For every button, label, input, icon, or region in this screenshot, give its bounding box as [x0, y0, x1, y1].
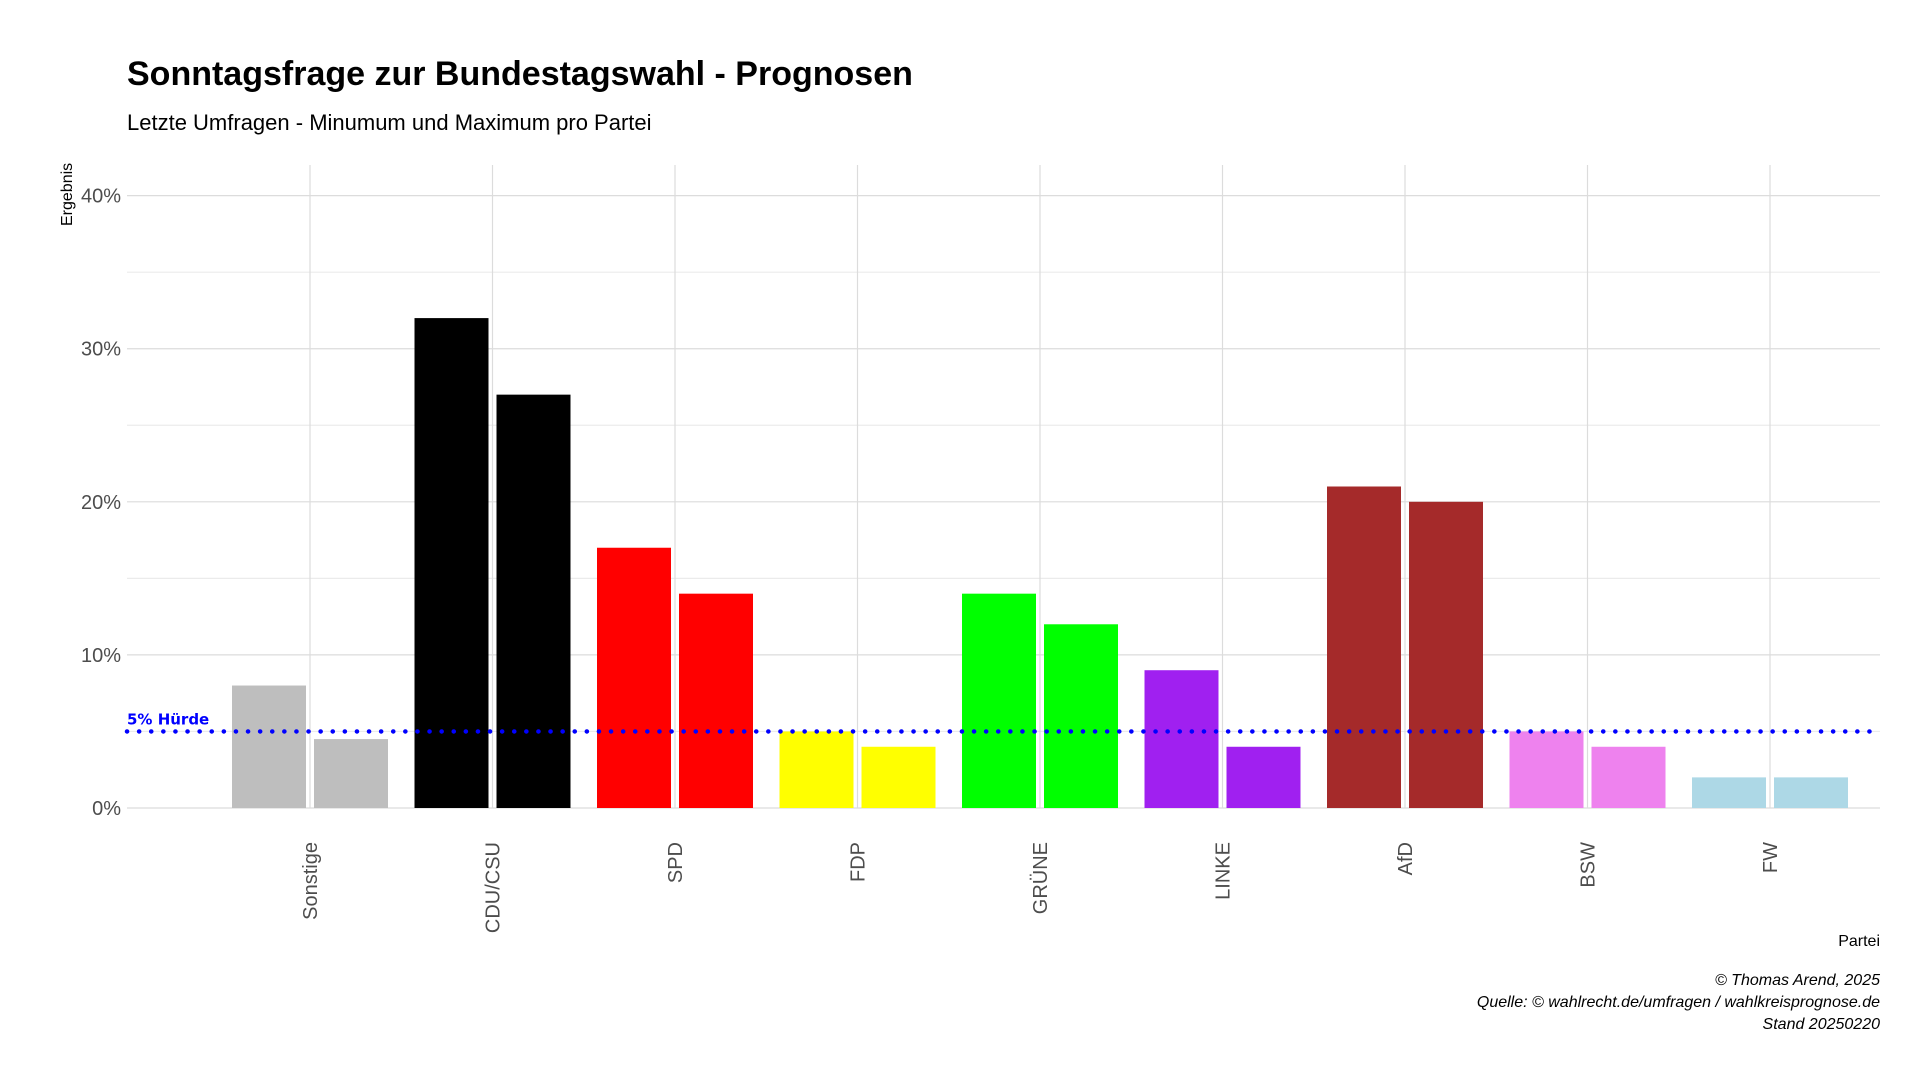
y-tick-label: 10%: [81, 645, 121, 667]
caption-date: Stand 20250220: [1763, 1016, 1881, 1033]
bar-cdu-csu-max: [414, 318, 489, 808]
y-tick-label: 40%: [81, 186, 121, 208]
y-tick-label: 0%: [92, 798, 121, 820]
x-tick-label: FDP: [848, 842, 870, 882]
threshold: 5% Hürde: [124, 710, 1883, 734]
x-axis-title: Partei: [1838, 933, 1880, 950]
bar-grüne-max: [962, 593, 1036, 808]
bar-bsw-min: [1591, 746, 1666, 808]
x-tick-label: Sonstige: [300, 842, 322, 920]
bar-bsw-max: [1509, 731, 1584, 808]
bar-spd-max: [597, 547, 671, 808]
x-tick-label: GRÜNE: [1030, 842, 1052, 914]
bar-grüne-min: [1044, 624, 1118, 808]
bar-linke-min: [1226, 746, 1301, 808]
bar-cdu-csu-min: [496, 394, 571, 808]
y-axis-title: Ergebnis: [59, 163, 76, 226]
bar-fw-min: [1774, 777, 1848, 808]
y-tick-label: 20%: [81, 492, 121, 514]
y-tick-label: 30%: [81, 339, 121, 361]
x-axis-ticks: Sonstige CDU/CSU SPD FDP GRÜNE LINKE AfD BSW FW: [300, 842, 1782, 933]
caption-source: Quelle: © wahlrecht.de/umfragen / wahlkr…: [1477, 994, 1880, 1011]
bars: [232, 318, 1848, 808]
x-tick-label: BSW: [1578, 842, 1600, 888]
x-tick-label: FW: [1760, 842, 1782, 873]
chart-subtitle: Letzte Umfragen - Minumum und Maximum pr…: [127, 110, 652, 135]
bar-sonstige-max: [232, 685, 306, 808]
bar-afd-min: [1409, 501, 1483, 808]
x-tick-label: SPD: [665, 842, 687, 883]
bar-fdp-max: [779, 731, 854, 808]
x-tick-label: CDU/CSU: [483, 842, 505, 933]
y-axis-ticks: 0% 10% 20% 30% 40%: [81, 186, 121, 820]
bar-afd-max: [1327, 486, 1401, 808]
bar-linke-max: [1144, 670, 1219, 808]
threshold-label: 5% Hürde: [127, 710, 209, 728]
x-tick-label: LINKE: [1213, 842, 1235, 900]
bar-fdp-min: [861, 746, 936, 808]
chart-title: Sonntagsfrage zur Bundestagswahl - Progn…: [127, 55, 913, 93]
bar-fw-max: [1692, 777, 1766, 808]
bar-sonstige-min: [314, 739, 388, 808]
bar-spd-min: [679, 593, 753, 808]
caption-copyright: © Thomas Arend, 2025: [1715, 972, 1880, 989]
x-tick-label: AfD: [1395, 842, 1417, 875]
